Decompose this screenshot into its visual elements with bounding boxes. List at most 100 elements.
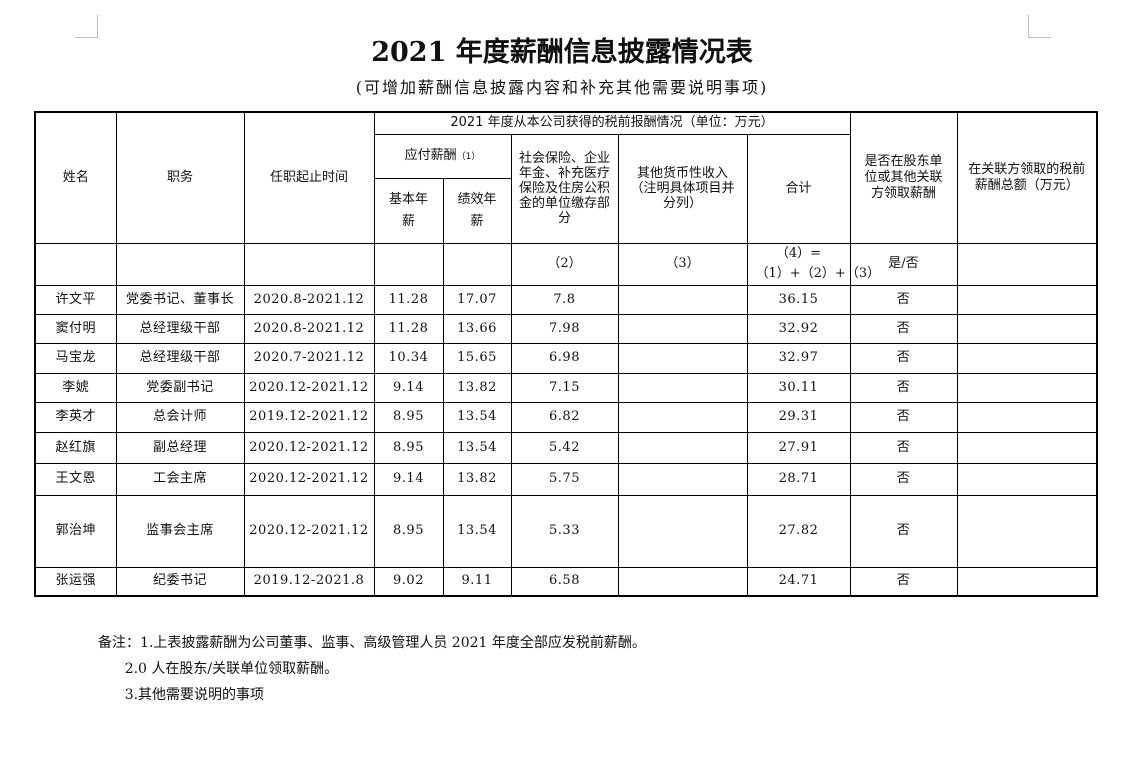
- cell-total: 24.71: [746, 566, 851, 597]
- page-corner-mark: [1028, 15, 1051, 38]
- cell-shareholder-paid: 否: [849, 313, 958, 344]
- table-row: 李婋 党委副书记 2020.12-2021.12 9.14 13.82 7.15 30.11…: [34, 372, 1098, 403]
- header-position: 职务: [115, 111, 245, 244]
- header-group: 2021 年度从本公司获得的税前报酬情况（单位：万元）: [373, 111, 851, 135]
- header-other: 其他货币性收入（注明具体项目并分列）: [617, 133, 748, 244]
- cell-position: 党委副书记: [115, 372, 245, 403]
- cell-name: 许文平: [34, 284, 117, 315]
- table-row: 郭治坤 监事会主席 2020.12-2021.12 8.95 13.54 5.33 27.8…: [34, 494, 1098, 568]
- cell-base-salary: 8.95: [373, 401, 444, 433]
- header-shareholder: 是否在股东单位或其他关联方领取薪酬: [849, 111, 958, 244]
- code-cell: [373, 242, 444, 286]
- cell-related-total: [956, 431, 1098, 464]
- cell-shareholder-paid: 否: [849, 431, 958, 464]
- header-payable-label: 应付薪酬: [404, 147, 457, 163]
- cell-position: 总经理级干部: [115, 313, 245, 344]
- code-cell: [956, 242, 1098, 286]
- cell-total: 36.15: [746, 284, 851, 315]
- note-2: 2.0 人在股东/关联单位领取薪酬。: [98, 661, 339, 677]
- cell-position: 总会计师: [115, 401, 245, 433]
- cell-base-salary: 9.14: [373, 372, 444, 403]
- cell-total: 27.91: [746, 431, 851, 464]
- cell-term: 2020.8-2021.12: [243, 313, 375, 344]
- cell-other-income: [617, 342, 748, 374]
- header-payable-code: （1）: [456, 151, 481, 162]
- cell-other-income: [617, 313, 748, 344]
- cell-term: 2020.12-2021.12: [243, 372, 375, 403]
- cell-social-insurance: 6.98: [510, 342, 619, 374]
- cell-term: 2020.12-2021.12: [243, 431, 375, 464]
- header-performance: 绩效年薪: [442, 177, 512, 244]
- cell-social-insurance: 7.98: [510, 313, 619, 344]
- cell-performance-salary: 9.11: [442, 566, 512, 597]
- table-row: 马宝龙 总经理级干部 2020.7-2021.12 10.34 15.65 6.98 32.…: [34, 342, 1098, 374]
- cell-related-total: [956, 566, 1098, 597]
- page-title: 2021 年度薪酬信息披露情况表: [371, 37, 753, 68]
- cell-shareholder-paid: 否: [849, 342, 958, 374]
- cell-term: 2020.12-2021.12: [243, 494, 375, 568]
- cell-related-total: [956, 284, 1098, 315]
- cell-related-total: [956, 401, 1098, 433]
- cell-related-total: [956, 372, 1098, 403]
- cell-other-income: [617, 284, 748, 315]
- cell-shareholder-paid: 否: [849, 401, 958, 433]
- cell-related-total: [956, 342, 1098, 374]
- cell-performance-salary: 13.66: [442, 313, 512, 344]
- cell-total: 32.92: [746, 313, 851, 344]
- cell-other-income: [617, 372, 748, 403]
- cell-name: 赵红旗: [34, 431, 117, 464]
- cell-base-salary: 9.14: [373, 462, 444, 496]
- cell-social-insurance: 5.33: [510, 494, 619, 568]
- cell-total: 30.11: [746, 372, 851, 403]
- table-row: 赵红旗 副总经理 2020.12-2021.12 8.95 13.54 5.42 27.91…: [34, 431, 1098, 464]
- cell-position: 工会主席: [115, 462, 245, 496]
- note-1: 备注：1.上表披露薪酬为公司董事、监事、高级管理人员 2021 年度全部应发税前…: [98, 635, 646, 651]
- code-cell: [442, 242, 512, 286]
- cell-performance-salary: 13.82: [442, 462, 512, 496]
- code-cell: [243, 242, 375, 286]
- cell-other-income: [617, 401, 748, 433]
- cell-social-insurance: 5.42: [510, 431, 619, 464]
- header-related: 在关联方领取的税前薪酬总额（万元）: [956, 111, 1098, 244]
- cell-social-insurance: 6.58: [510, 566, 619, 597]
- table-row: 李英才 总会计师 2019.12-2021.12 8.95 13.54 6.82 29.31…: [34, 401, 1098, 433]
- cell-other-income: [617, 431, 748, 464]
- cell-term: 2020.12-2021.12: [243, 462, 375, 496]
- cell-position: 总经理级干部: [115, 342, 245, 374]
- cell-term: 2020.8-2021.12: [243, 284, 375, 315]
- header-payable: 应付薪酬（1）: [373, 133, 512, 179]
- cell-shareholder-paid: 否: [849, 462, 958, 496]
- cell-other-income: [617, 462, 748, 496]
- table-row: 张运强 纪委书记 2019.12-2021.8 9.02 9.11 6.58 24.71 否: [34, 566, 1098, 597]
- cell-performance-salary: 13.82: [442, 372, 512, 403]
- code-cell: [115, 242, 245, 286]
- code-total: （4）=（1）+（2）+（3）: [746, 242, 880, 286]
- cell-other-income: [617, 566, 748, 597]
- header-term: 任职起止时间: [243, 111, 375, 244]
- code-social: （2）: [510, 242, 619, 286]
- cell-shareholder-paid: 否: [849, 494, 958, 568]
- page-corner-mark: [75, 15, 98, 38]
- cell-position: 监事会主席: [115, 494, 245, 568]
- header-name: 姓名: [34, 111, 117, 244]
- cell-performance-salary: 13.54: [442, 494, 512, 568]
- cell-name: 王文恩: [34, 462, 117, 496]
- cell-name: 郭治坤: [34, 494, 117, 568]
- cell-total: 28.71: [746, 462, 851, 496]
- cell-term: 2020.7-2021.12: [243, 342, 375, 374]
- cell-term: 2019.12-2021.8: [243, 566, 375, 597]
- cell-name: 马宝龙: [34, 342, 117, 374]
- note-3: 3.其他需要说明的事项: [98, 687, 265, 703]
- cell-performance-salary: 13.54: [442, 431, 512, 464]
- cell-base-salary: 8.95: [373, 431, 444, 464]
- cell-social-insurance: 5.75: [510, 462, 619, 496]
- page-subtitle: (可增加薪酬信息披露内容和补充其他需要说明事项): [355, 78, 769, 97]
- cell-position: 党委书记、董事长: [115, 284, 245, 315]
- cell-total: 29.31: [746, 401, 851, 433]
- cell-base-salary: 11.28: [373, 313, 444, 344]
- cell-name: 张运强: [34, 566, 117, 597]
- code-cell: [34, 242, 117, 286]
- cell-term: 2019.12-2021.12: [243, 401, 375, 433]
- cell-related-total: [956, 313, 1098, 344]
- cell-shareholder-paid: 否: [849, 372, 958, 403]
